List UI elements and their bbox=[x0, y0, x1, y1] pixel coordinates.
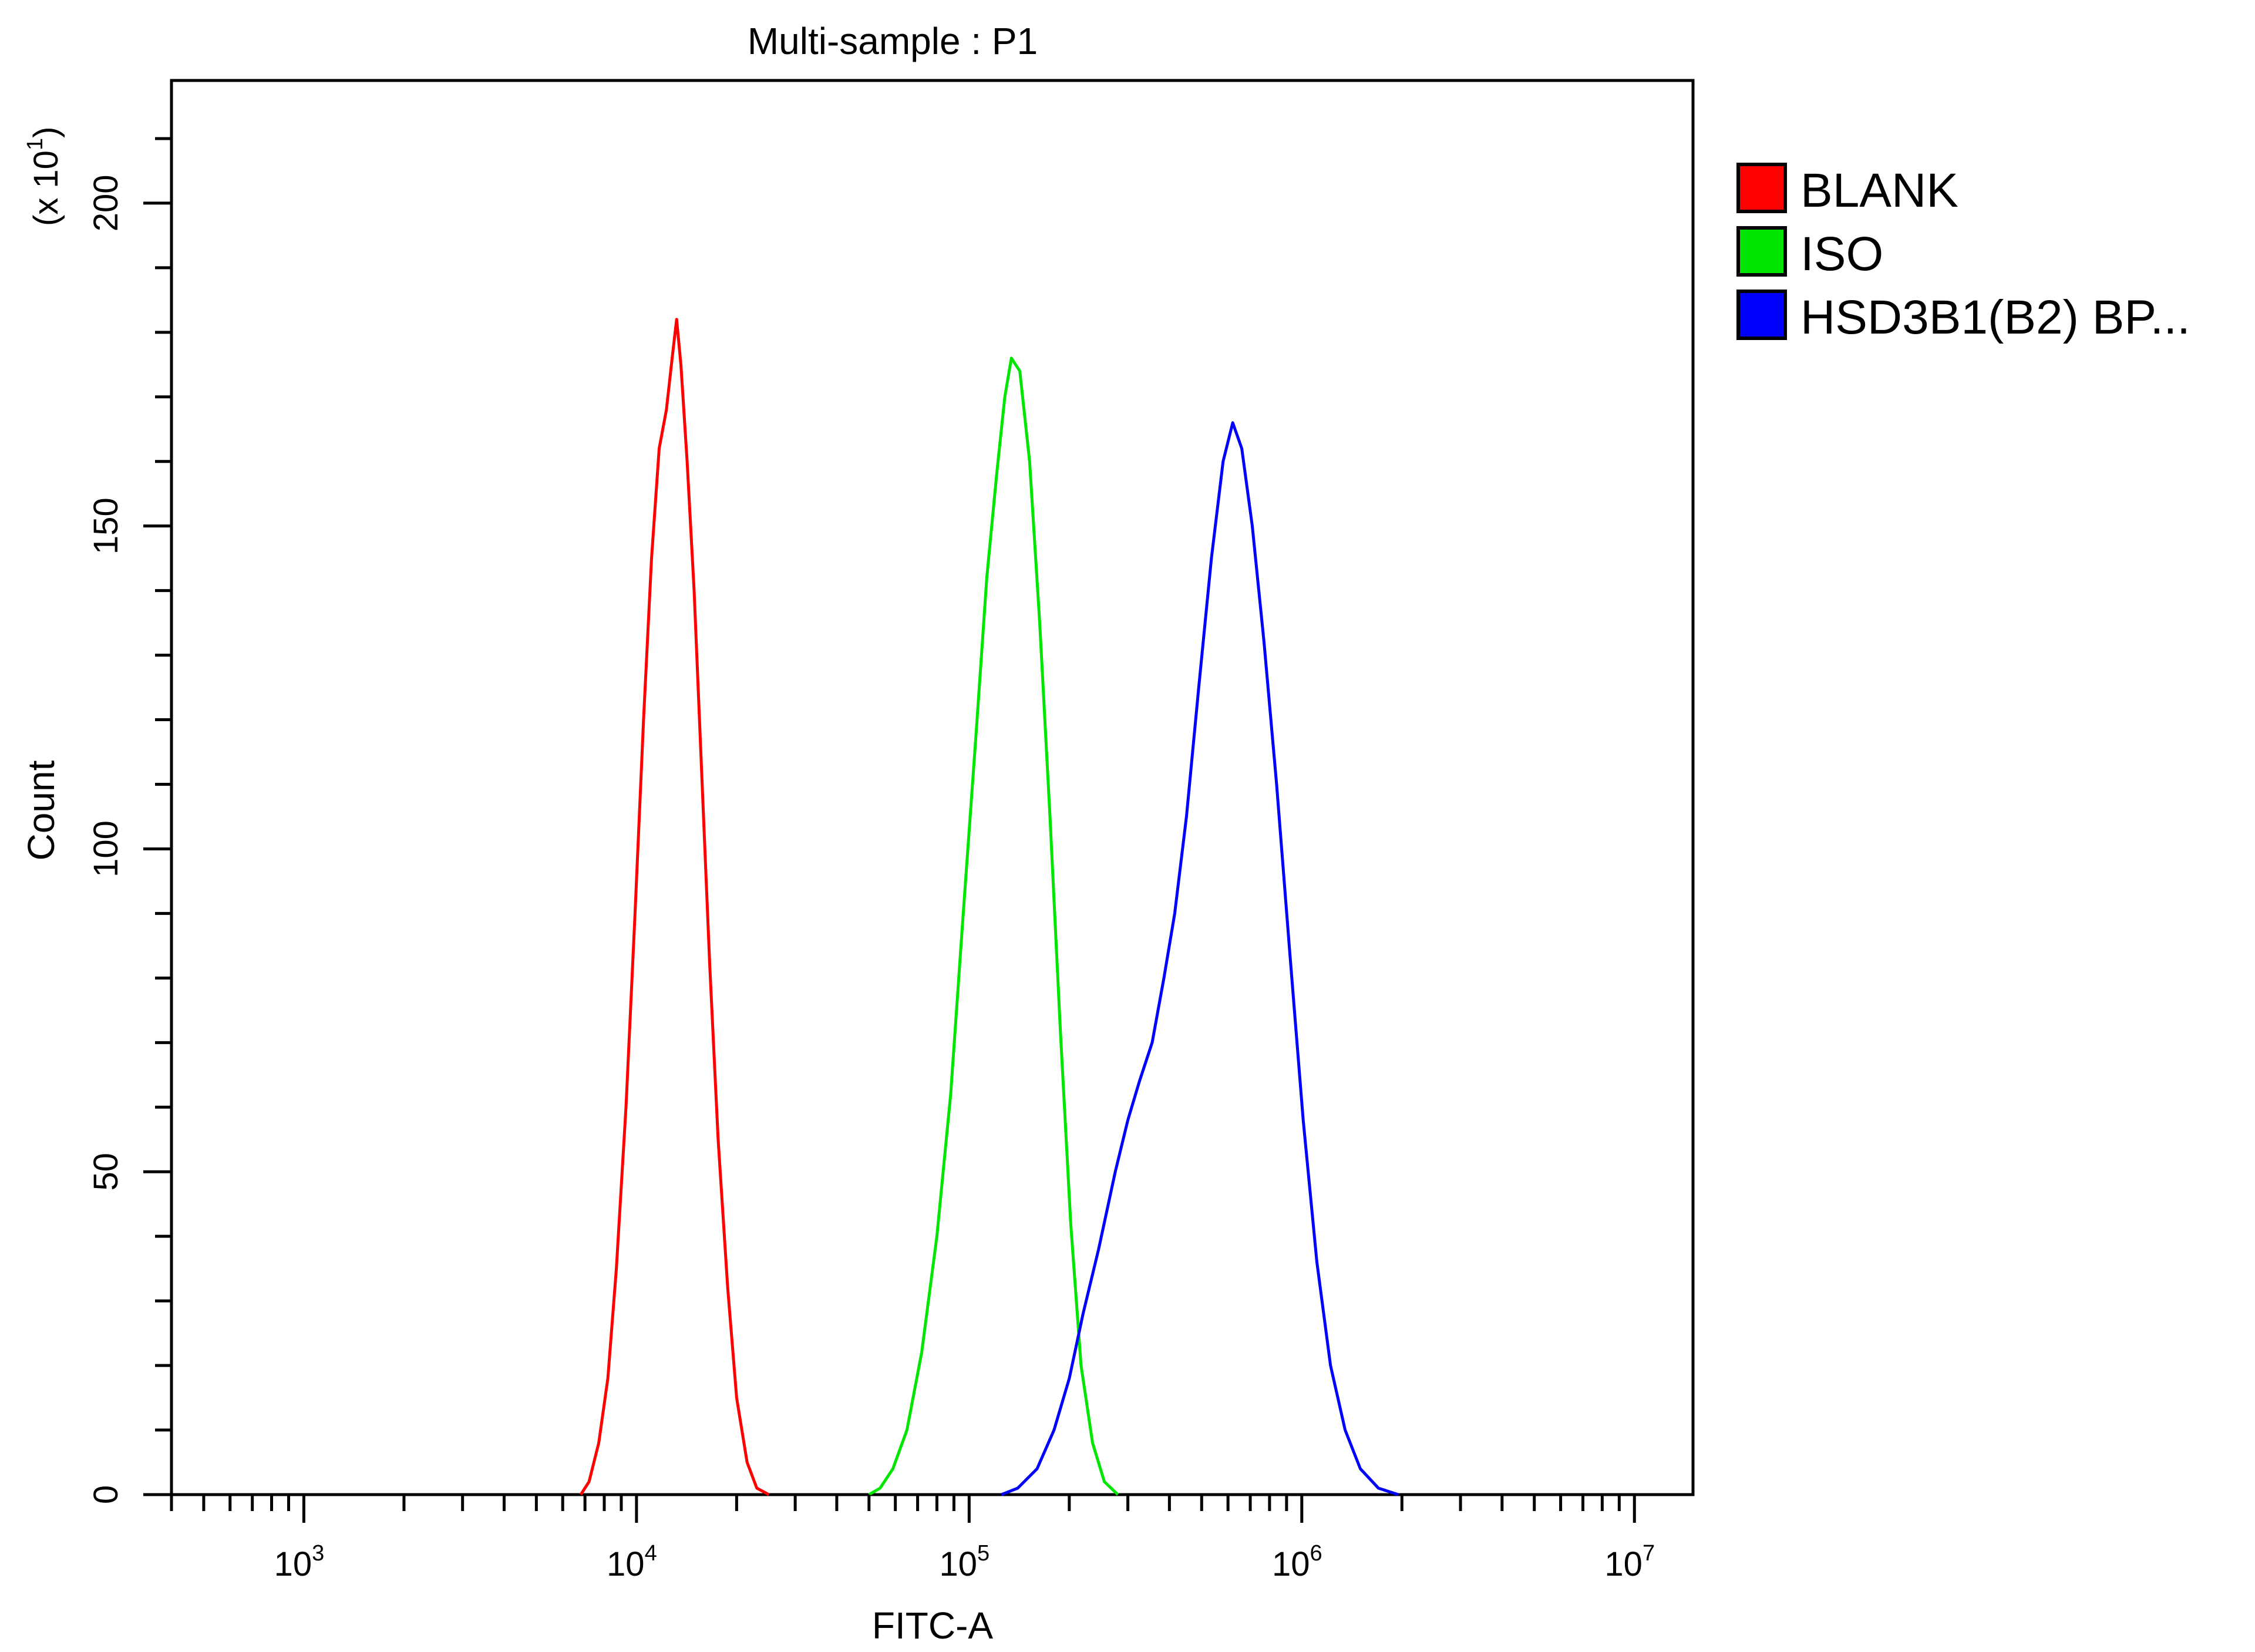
chart-title: Multi-sample : P1 bbox=[748, 20, 1038, 62]
y-tick-label-2: 100 bbox=[87, 820, 125, 877]
y-tick-label-4: 200 bbox=[87, 175, 125, 232]
x-tick-label-3: 106 bbox=[1272, 1541, 1322, 1583]
legend: BLANK ISO HSD3B1(B2) BP... bbox=[1736, 163, 2190, 344]
y-axis: 0 50 100 150 200 bbox=[87, 137, 171, 1504]
y-tick-label-1: 50 bbox=[87, 1153, 125, 1191]
legend-swatch-1 bbox=[1736, 226, 1787, 277]
y-axis-multiplier: (x 101) bbox=[23, 127, 65, 226]
legend-swatch-2 bbox=[1736, 290, 1787, 340]
legend-label-0: BLANK bbox=[1800, 164, 1958, 217]
plot-frame bbox=[170, 79, 1695, 1496]
x-axis: 103 104 105 106 107 bbox=[170, 1495, 1655, 1583]
y-axis-title: Count bbox=[20, 760, 62, 860]
x-tick-label-4: 107 bbox=[1604, 1541, 1655, 1583]
x-axis-title: FITC-A bbox=[872, 1604, 994, 1647]
legend-label-1: ISO bbox=[1800, 227, 1883, 281]
x-tick-label-2: 105 bbox=[940, 1541, 990, 1583]
series-line-1 bbox=[868, 356, 1119, 1496]
y-tick-label-3: 150 bbox=[87, 497, 125, 554]
legend-swatch-0 bbox=[1736, 163, 1787, 213]
x-tick-label-0: 103 bbox=[274, 1541, 325, 1583]
series-line-0 bbox=[579, 318, 770, 1496]
x-tick-label-1: 104 bbox=[607, 1541, 657, 1583]
series-layer bbox=[579, 318, 1399, 1496]
y-tick-label-0: 0 bbox=[87, 1485, 125, 1504]
legend-label-2: HSD3B1(B2) BP... bbox=[1800, 291, 2190, 344]
series-line-2 bbox=[1001, 421, 1399, 1496]
